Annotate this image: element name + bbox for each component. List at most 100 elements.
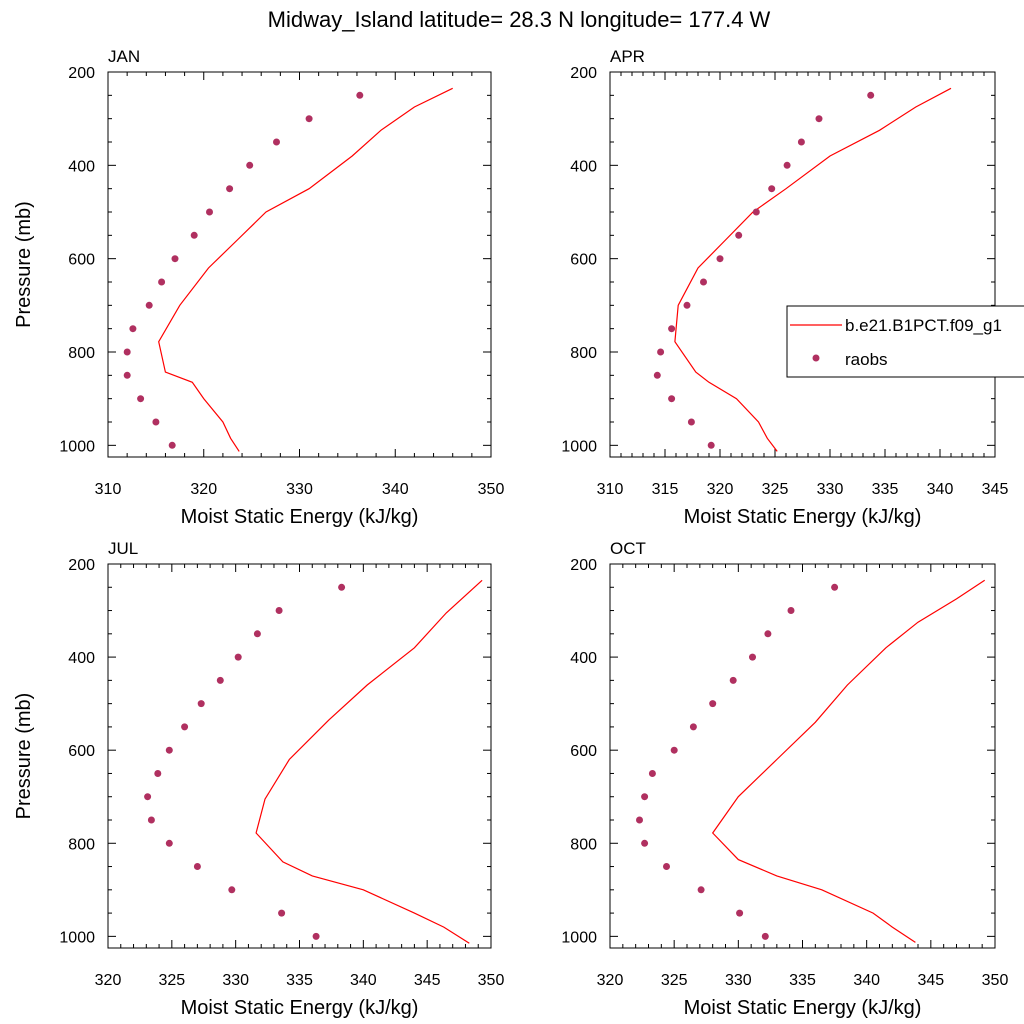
y-tick-label: 200 <box>570 65 597 82</box>
x-tick-label: 330 <box>222 972 249 989</box>
y-tick-label: 1000 <box>59 929 95 946</box>
raobs-point <box>123 371 131 379</box>
panel-title: APR <box>610 47 645 66</box>
raobs-point <box>683 301 691 309</box>
x-axis-label: Moist Static Energy (kJ/kg) <box>684 997 922 1019</box>
raobs-point <box>831 583 839 591</box>
x-tick-label: 320 <box>597 972 624 989</box>
raobs-point <box>709 700 717 708</box>
panels: 310 320 330 340 350 200 400 600 800 1000 JAN Moist … <box>13 47 1008 1019</box>
y-tick-label: 800 <box>570 345 597 362</box>
y-tick-label: 200 <box>68 557 95 574</box>
raobs-point <box>158 278 166 286</box>
plot-frame <box>107 71 492 458</box>
x-tick-label: 320 <box>95 972 122 989</box>
x-axis-label: Moist Static Energy (kJ/kg) <box>181 506 419 528</box>
y-tick-label: 200 <box>570 557 597 574</box>
x-tick-label: 330 <box>817 481 844 498</box>
raobs-point <box>154 770 162 777</box>
y-tick-label: 600 <box>68 252 95 269</box>
raobs-point <box>783 161 791 169</box>
x-tick-label: 350 <box>478 481 505 498</box>
raobs-point <box>226 185 234 193</box>
raobs-point <box>144 793 152 801</box>
panel-oct: 320 325 330 335 340 345 350 200 400 600 800 1000 OCT… <box>561 539 1008 1019</box>
raobs-point <box>152 418 160 426</box>
x-tick-label: 320 <box>707 481 734 498</box>
raobs-point <box>867 91 875 99</box>
x-tick-label: 310 <box>597 481 624 498</box>
y-axis-label: Pressure (mb) <box>13 693 35 820</box>
y-tick-label: 400 <box>68 650 95 667</box>
x-tick-label: 325 <box>661 972 688 989</box>
raobs-point <box>668 325 676 333</box>
raobs-point <box>729 676 737 684</box>
y-tick-label: 600 <box>68 743 95 760</box>
x-tick-label: 310 <box>95 481 122 498</box>
x-tick-label: 325 <box>762 481 789 498</box>
raobs-point <box>145 301 153 309</box>
raobs-point <box>147 816 155 824</box>
raobs-point <box>787 607 795 614</box>
x-tick-label: 335 <box>286 972 313 989</box>
raobs-point <box>234 653 242 661</box>
y-tick-label: 600 <box>570 252 597 269</box>
x-axis-label: Moist Static Energy (kJ/kg) <box>684 506 922 528</box>
legend: b.e21.B1PCT.f09_g1 raobs <box>786 305 1024 378</box>
raobs-point <box>206 208 213 216</box>
raobs-point <box>168 441 176 449</box>
raobs-point <box>700 278 707 286</box>
raobs-point <box>273 138 280 146</box>
x-tick-label: 340 <box>853 972 880 989</box>
x-tick-label: 350 <box>982 972 1009 989</box>
raobs-point <box>764 630 772 638</box>
y-tick-label: 1000 <box>561 438 597 455</box>
raobs-point <box>246 161 254 169</box>
raobs-point <box>768 185 776 193</box>
raobs-point <box>190 231 198 239</box>
raobs-point <box>761 932 769 940</box>
panel-title: JAN <box>108 47 140 66</box>
x-tick-label: 320 <box>190 481 217 498</box>
raobs-point <box>657 348 665 356</box>
raobs-point <box>216 676 224 684</box>
raobs-point <box>181 723 189 731</box>
plot-frame <box>609 563 996 949</box>
y-tick-label: 200 <box>68 65 95 82</box>
raobs-point <box>663 863 670 870</box>
model-line-apr <box>674 87 952 452</box>
x-tick-label: 330 <box>725 972 752 989</box>
plot-frame <box>107 563 492 949</box>
raobs-point <box>752 208 760 216</box>
raobs-point <box>253 630 261 638</box>
raobs-point <box>356 91 364 99</box>
panel-title: JUL <box>108 539 138 558</box>
raobs-point <box>305 115 313 123</box>
panel-jul: 320 325 330 335 340 345 350 200 400 600 800 1000 JUL… <box>13 539 504 1019</box>
raobs-point <box>165 839 173 847</box>
raobs-point <box>653 371 661 379</box>
x-tick-label: 335 <box>872 481 899 498</box>
raobs-point <box>197 700 205 708</box>
raobs-point <box>171 255 179 263</box>
raobs-point <box>278 909 286 917</box>
x-tick-label: 315 <box>652 481 679 498</box>
y-tick-label: 400 <box>68 158 95 175</box>
y-tick-label: 600 <box>570 743 597 760</box>
raobs-point <box>636 816 643 824</box>
x-axis-label: Moist Static Energy (kJ/kg) <box>181 997 419 1019</box>
raobs-point <box>670 746 678 754</box>
y-tick-label: 1000 <box>561 929 597 946</box>
x-tick-label: 345 <box>917 972 944 989</box>
raobs-point <box>749 653 756 661</box>
raobs-point <box>815 115 823 123</box>
model-line-jan <box>158 87 453 452</box>
x-tick-label: 340 <box>927 481 954 498</box>
raobs-point <box>707 441 715 449</box>
legend-obs-label: raobs <box>845 350 888 369</box>
figure-title: Midway_Island latitude= 28.3 N longitude… <box>268 7 771 32</box>
raobs-point <box>736 909 744 917</box>
panel-title: OCT <box>610 539 646 558</box>
raobs-point <box>338 583 346 591</box>
y-tick-label: 800 <box>570 836 597 853</box>
